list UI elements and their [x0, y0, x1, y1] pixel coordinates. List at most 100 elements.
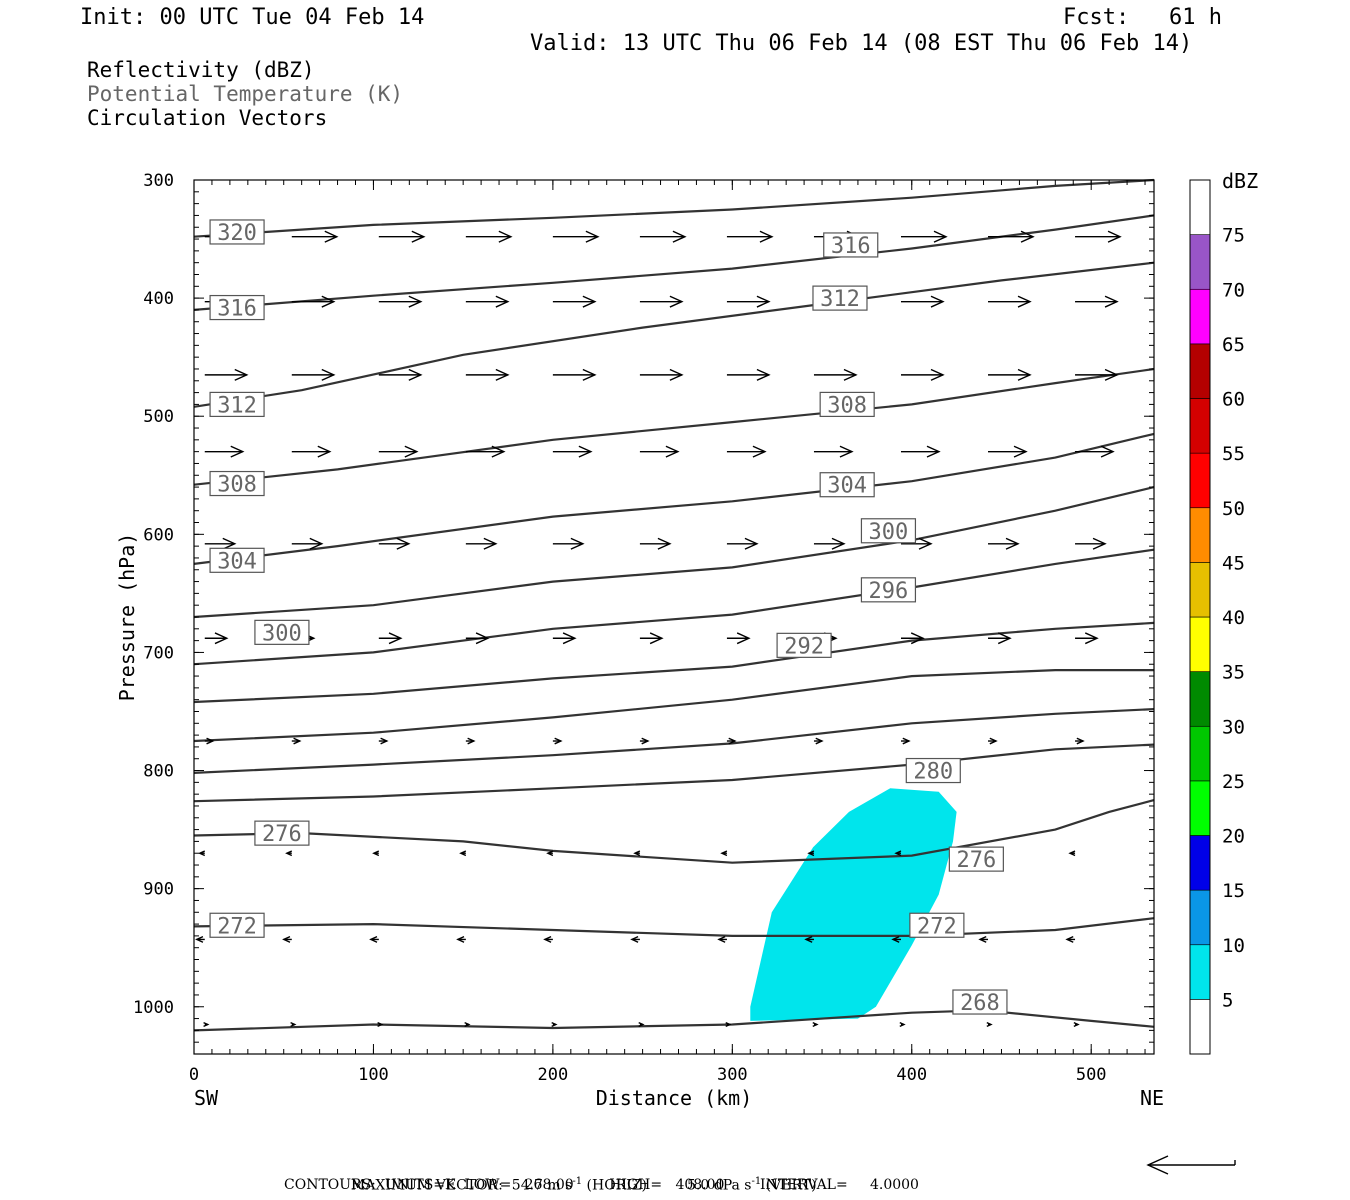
footer-max-vector-horiz: MAXIMUM VECTOR: 54.7 m s [350, 1177, 573, 1194]
y-tick-label: 700 [143, 643, 174, 663]
vector-arrow [633, 850, 641, 857]
footer-contours: CONTOURS: UNITS=K LOW= 268.00 HIGH= 408.… [284, 1177, 919, 1193]
x-tick-label: 0 [189, 1065, 199, 1085]
theta-label-text: 312 [217, 393, 257, 418]
vector-arrow [195, 936, 205, 943]
theta-label-box [776, 632, 832, 658]
colorbar-swatch [1189, 616, 1211, 672]
x-tick-label: 400 [896, 1065, 927, 1085]
theta-label-box [209, 470, 265, 497]
theta-label-box [819, 472, 875, 498]
theta-label-280: 280 [905, 757, 961, 785]
vector-arrow [546, 850, 554, 857]
vector-arrow [291, 368, 336, 381]
x-tick-label: 300 [717, 1065, 748, 1085]
vector-arrow [456, 936, 466, 943]
vector-arrow [725, 1021, 732, 1028]
vector-arrow [900, 445, 941, 458]
vector-arrow [988, 445, 1028, 458]
colorbar-swatch [1189, 889, 1211, 946]
colorbar-swatch [1189, 780, 1211, 836]
y-tick-label: 400 [143, 289, 174, 309]
theta-label-296: 296 [860, 577, 917, 604]
theta-label-272: 272 [909, 912, 965, 939]
theta-label-304: 304 [209, 547, 265, 574]
colorbar-swatch [1189, 179, 1211, 235]
theta-label-text: 316 [217, 297, 257, 322]
plot-frame [193, 179, 1155, 1055]
theta-label-box [860, 518, 917, 544]
theta-label-320: 320 [209, 219, 265, 246]
vector-arrow [285, 850, 293, 857]
colorbar-label: 15 [1222, 880, 1245, 902]
colorbar-swatch [1189, 944, 1211, 1000]
colorbar-swatch [1189, 725, 1211, 782]
theta-contour-300 [193, 486, 1155, 619]
footer-sup-1: -1 [572, 1176, 583, 1187]
vector-arrow [891, 936, 901, 943]
vector-arrow [378, 295, 423, 308]
x-tick-label: 100 [358, 1065, 389, 1085]
vector-arrow [465, 632, 490, 645]
footer-vert: (VERT) [765, 1177, 817, 1194]
init-time: Init: 00 UTC Tue 04 Feb 14 [80, 5, 425, 30]
theta-contour-276 [193, 799, 1155, 864]
vector-arrow [465, 445, 506, 458]
colorbar-swatch [1189, 234, 1211, 290]
y-tick-label: 800 [143, 762, 174, 782]
vector-arrow [900, 295, 945, 308]
theta-contour-268 [193, 1009, 1155, 1032]
colorbar: 5 10 15 20 25 30 35 40 45 50 55 60 65 70 75 [1189, 179, 1245, 1055]
colorbar-label: 10 [1222, 935, 1245, 957]
colorbar-swatch [1189, 562, 1211, 618]
colorbar-label: 5 [1222, 989, 1233, 1011]
vector-arrow [726, 445, 767, 458]
contour-labels: 3203163163123123083083043043003002962922… [209, 219, 1008, 1016]
y-tick-label: 600 [143, 525, 174, 545]
vector-arrow [900, 537, 933, 550]
colorbar-swatch [1189, 507, 1211, 563]
vector-arrow [726, 230, 774, 243]
vector-arrow [291, 230, 339, 243]
vector-arrow [726, 737, 737, 745]
theta-label-text: 308 [827, 393, 867, 418]
theta-contour-320 [193, 178, 1155, 238]
colorbar-label: 55 [1222, 443, 1245, 465]
vector-arrow [726, 632, 751, 645]
theta-contour-304 [193, 432, 1155, 565]
colorbar-swatch [1189, 343, 1211, 399]
theta-label-308: 308 [209, 470, 265, 498]
vector-arrow [978, 936, 989, 943]
vector-arrow [204, 368, 249, 381]
colorbar-label: 40 [1222, 607, 1245, 629]
vector-arrow [552, 368, 597, 381]
theta-label-box [209, 547, 265, 573]
x-axis-label: Distance (km) [596, 1086, 753, 1110]
theta-label-text: 304 [217, 549, 257, 574]
vector-arrow [986, 1021, 993, 1028]
theta-contour-312 [193, 261, 1155, 408]
colorbar-swatch [1189, 452, 1211, 509]
y-tick-label: 300 [143, 171, 174, 191]
colorbar-label: 30 [1222, 716, 1245, 738]
theta-label-text: 276 [262, 822, 302, 847]
vector-arrow [204, 445, 245, 458]
vector-arrow [291, 445, 332, 458]
vector-arrow [291, 537, 324, 550]
vector-arrow [198, 850, 206, 857]
theta-label-text: 312 [820, 287, 860, 312]
vector-arrow [639, 368, 684, 381]
vector-arrow [900, 737, 911, 745]
footer-sup-2: -1 [751, 1176, 762, 1187]
colorbar-swatch [1189, 288, 1211, 345]
colorbar-label: 35 [1222, 662, 1245, 684]
vector-layer [195, 230, 1122, 1028]
theta-label-box [819, 391, 875, 418]
theta-contour-292 [193, 621, 1155, 704]
vector-arrow [291, 737, 302, 745]
vector-arrow [639, 537, 672, 550]
theta-label-276: 276 [254, 820, 310, 847]
vector-arrow [369, 936, 379, 943]
theta-label-box [209, 294, 265, 321]
